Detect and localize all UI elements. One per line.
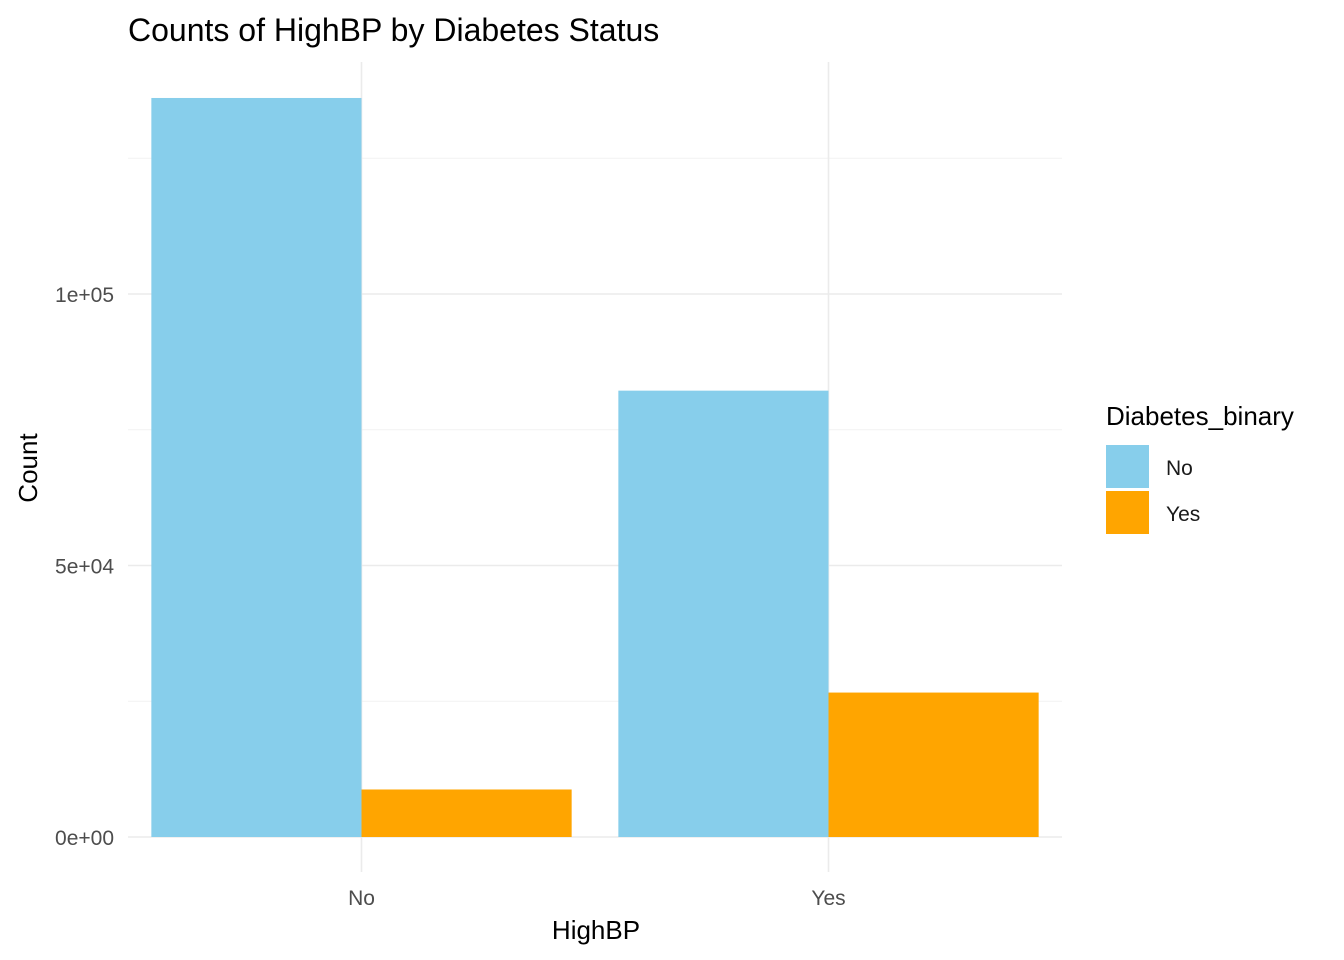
bar-yes-yes xyxy=(828,692,1039,837)
y-tick-label: 5e+04 xyxy=(55,556,114,579)
bar-yes-no xyxy=(618,390,829,837)
x-tick-label: No xyxy=(348,887,375,910)
legend: Diabetes_binary No Yes xyxy=(1106,401,1294,534)
legend-title: Diabetes_binary xyxy=(1106,401,1294,431)
legend-items: No Yes xyxy=(1106,445,1200,534)
y-tick-label: 0e+00 xyxy=(55,827,114,850)
legend-key-no xyxy=(1106,445,1149,488)
x-axis-ticks: No Yes xyxy=(348,887,846,910)
legend-label: No xyxy=(1166,457,1193,480)
legend-label: Yes xyxy=(1166,503,1200,526)
bar-no-no xyxy=(151,97,362,838)
x-tick-label: Yes xyxy=(811,887,845,910)
y-tick-label: 1e+05 xyxy=(55,284,114,307)
bars xyxy=(151,97,1039,838)
chart-title: Counts of HighBP by Diabetes Status xyxy=(128,12,659,48)
y-axis-title: Count xyxy=(13,433,43,503)
bar-no-yes xyxy=(361,789,572,837)
legend-key-yes xyxy=(1106,491,1149,534)
x-axis-title: HighBP xyxy=(552,915,640,945)
y-axis-ticks: 0e+00 5e+04 1e+05 xyxy=(55,284,114,850)
